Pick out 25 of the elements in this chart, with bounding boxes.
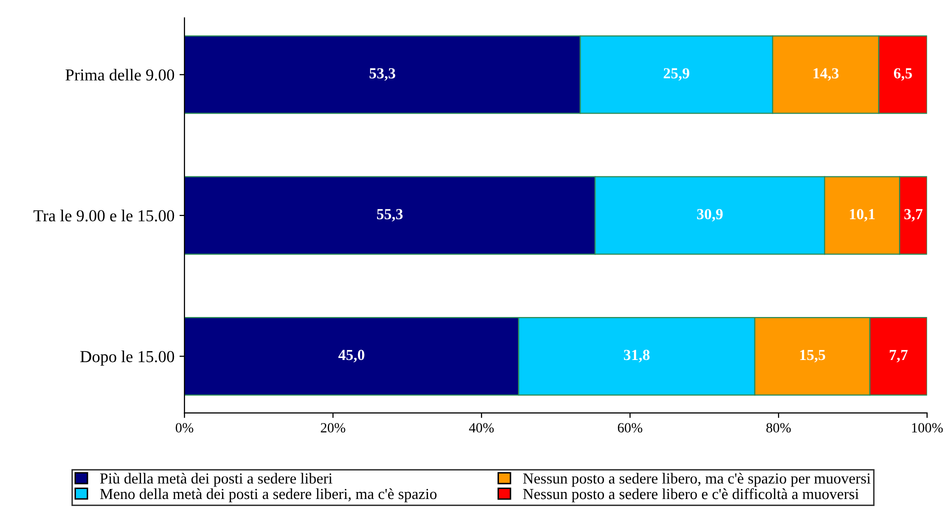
y-tick-label: Dopo le 15.00 [80,350,174,366]
data-label: 14,3 [814,68,839,81]
data-label: 53,3 [370,68,396,81]
data-label: 7,7 [890,350,908,362]
legend-label: Più della metà dei posti a sedere liberi [100,472,332,487]
legend-label: Nessun posto a sedere libero e c'è difficoltà a muoversi [523,488,859,502]
data-label: 30,9 [697,208,723,222]
data-label: 31,8 [624,350,650,362]
legend-label: Meno della metà dei posti a sedere liberi, ma c'è spazio [100,488,437,502]
x-tick-label: 60% [618,423,642,433]
data-label: 25,9 [664,68,690,81]
data-label: 15,5 [800,350,826,362]
x-tick-label: 80% [766,423,791,433]
data-label: 45,0 [338,350,364,362]
x-tick-label: 100% [912,423,943,433]
data-label: 3,7 [904,209,923,222]
y-tick-label: Tra le 9.00 e le 15.00 [34,210,174,222]
legend-label: Nessun posto a sedere libero, ma c'è spazio per muoversi [523,472,870,487]
data-label: 10,1 [850,208,875,222]
y-tick-label: Prima delle 9.00 [66,68,174,81]
data-label: 6,5 [894,68,912,81]
x-tick-label: 20% [320,423,346,433]
x-tick-label: 0% [176,423,194,433]
x-tick-label: 40% [469,423,494,433]
data-label: 55,3 [377,209,403,222]
